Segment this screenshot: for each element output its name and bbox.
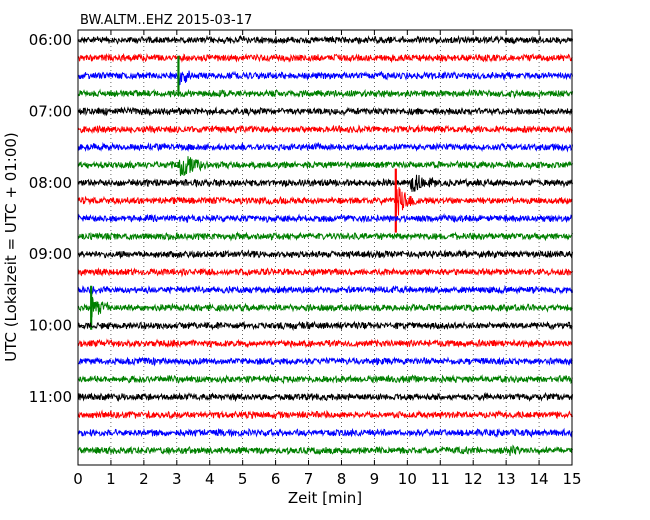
x-tick-label: 10 <box>398 470 417 488</box>
seismic-trace <box>77 187 573 216</box>
seismic-trace <box>77 284 573 296</box>
x-tick-label: 3 <box>172 470 182 488</box>
seismic-trace <box>77 106 573 117</box>
x-tick-label: 13 <box>497 470 516 488</box>
seismic-trace <box>77 70 573 86</box>
y-tick-label: 06:00 <box>29 31 72 49</box>
x-tick-label: 8 <box>337 470 347 488</box>
seismic-trace <box>77 52 573 64</box>
y-tick-label: 08:00 <box>29 174 72 192</box>
seismic-trace <box>77 391 573 403</box>
y-tick-label: 09:00 <box>29 245 72 263</box>
x-tick-label: 9 <box>370 470 380 488</box>
seismic-trace <box>77 356 573 367</box>
seismic-trace <box>77 444 573 456</box>
x-tick-label: 7 <box>304 470 314 488</box>
plot-frame <box>77 29 573 466</box>
seismic-trace <box>77 296 573 318</box>
seismic-trace <box>77 88 573 99</box>
seismic-trace <box>77 338 573 349</box>
x-tick-label: 12 <box>464 470 483 488</box>
y-tick-label: 11:00 <box>29 388 72 406</box>
seismic-trace <box>77 373 573 385</box>
seismic-traces <box>77 34 573 456</box>
seismic-trace <box>77 231 573 242</box>
x-tick-label: 1 <box>106 470 116 488</box>
x-axis-ticks: 0 1 2 3 4 5 6 7 8 9 10 11 12 13 14 15 <box>73 30 582 488</box>
x-tick-label: 15 <box>562 470 581 488</box>
seismic-trace <box>77 156 573 177</box>
seismic-trace <box>77 427 573 439</box>
x-tick-label: 2 <box>139 470 149 488</box>
y-axis-ticks: 06:00 07:00 08:00 09:00 10:00 11:00 <box>29 31 572 406</box>
y-axis-title: UTC (Lokalzeit = UTC + 01:00) <box>2 132 20 362</box>
seismic-trace <box>77 213 573 224</box>
seismic-trace <box>77 249 573 260</box>
chart-title: BW.ALTM..EHZ 2015-03-17 <box>80 13 252 28</box>
seismic-trace <box>77 141 573 153</box>
seismic-trace <box>77 409 573 420</box>
x-tick-label: 6 <box>271 470 281 488</box>
x-tick-label: 14 <box>530 470 549 488</box>
seismic-trace <box>77 267 573 278</box>
seismic-trace <box>77 320 573 332</box>
seismic-trace <box>77 34 573 45</box>
y-tick-label: 10:00 <box>29 317 72 335</box>
y-tick-label: 07:00 <box>29 102 72 120</box>
seismic-trace <box>77 174 573 192</box>
x-tick-label: 0 <box>73 470 83 488</box>
x-axis-title: Zeit [min] <box>288 489 362 507</box>
x-tick-label: 5 <box>238 470 248 488</box>
x-tick-label: 11 <box>431 470 450 488</box>
seismic-trace <box>77 124 573 135</box>
vertical-grid <box>110 30 540 465</box>
x-tick-label: 4 <box>205 470 215 488</box>
